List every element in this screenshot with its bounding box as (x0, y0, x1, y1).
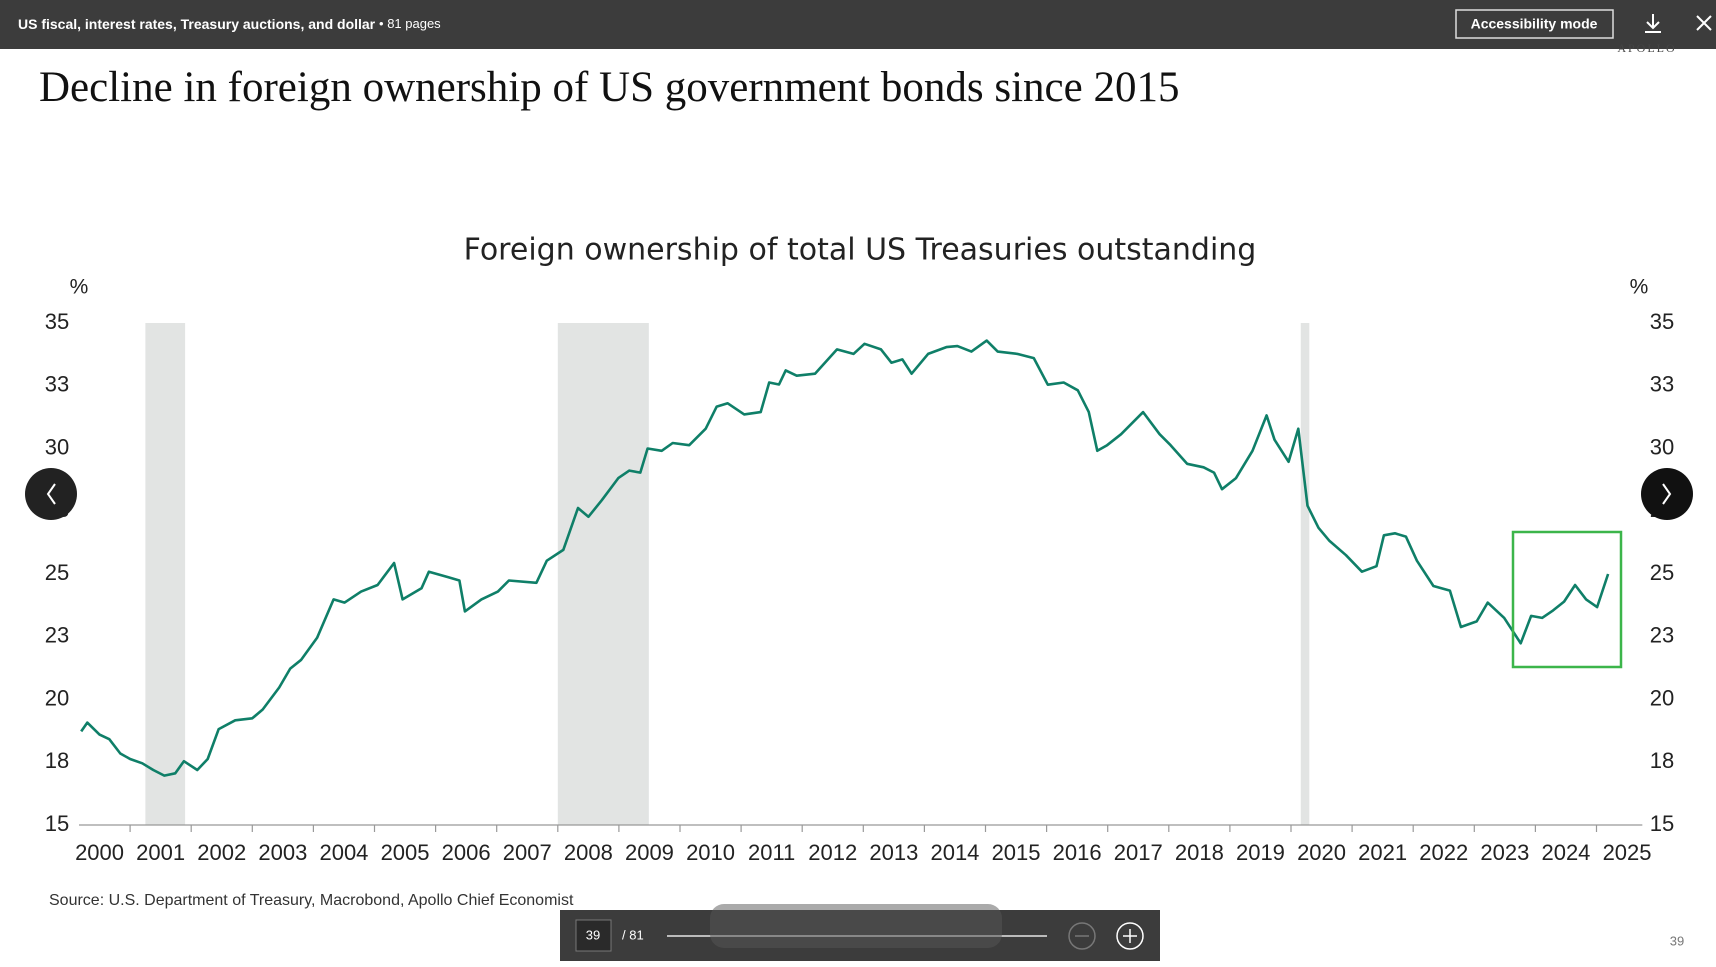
zoom-in-glyph[interactable] (1123, 929, 1137, 943)
x-tick-label: 2001 (136, 840, 185, 865)
slide-number: 39 (1670, 933, 1684, 948)
source: Source: U.S. Department of Treasury, Mac… (49, 892, 574, 909)
recession-band (145, 323, 186, 825)
x-tick-label: 2025 (1603, 840, 1652, 865)
y-tick-label-right: 33 (1650, 372, 1674, 397)
y-unit-right: % (1630, 276, 1649, 299)
pages-label: • 81 pages (379, 16, 441, 31)
x-tick-label: 2017 (1114, 840, 1163, 865)
data-line (80, 339, 1610, 777)
x-tick-label: 2000 (75, 840, 124, 865)
recession-band (557, 323, 649, 825)
y-tick-label-left: 35 (45, 309, 69, 334)
x-tick-label: 2016 (1053, 840, 1102, 865)
y-tick-label-left: 15 (45, 811, 69, 836)
y-tick-label-right: 25 (1650, 560, 1674, 585)
slide-title: Decline in foreign ownership of US gover… (39, 64, 1179, 111)
x-tick-label: 2011 (748, 840, 795, 865)
x-tick-label: 2014 (930, 840, 979, 865)
y-tick-label-left: 33 (45, 372, 69, 397)
x-tick-label: 2021 (1358, 840, 1407, 865)
x-tick-label: 2009 (625, 840, 674, 865)
blurred-overlay (710, 904, 1002, 948)
x-tick-label: 2002 (197, 840, 246, 865)
x-tick-label: 2006 (442, 840, 491, 865)
top-bar (0, 0, 1716, 49)
x-tick-label: 2015 (992, 840, 1041, 865)
prev-arrow[interactable] (46, 483, 56, 505)
y-tick-label-right: 30 (1650, 434, 1674, 459)
y-tick-label-right: 18 (1650, 748, 1674, 773)
x-tick-label: 2004 (319, 840, 368, 865)
y-tick-label-right: 35 (1650, 309, 1674, 334)
y-unit-left: % (70, 276, 89, 299)
prev-button[interactable] (25, 468, 77, 520)
logo: APOLLO (1617, 41, 1676, 55)
chart-title: Foreign ownership of total US Treasuries… (464, 233, 1257, 268)
page-total: / 81 (622, 927, 644, 942)
x-tick-label: 2005 (381, 840, 430, 865)
x-tick-label: 2010 (686, 840, 735, 865)
x-tick-label: 2022 (1419, 840, 1468, 865)
x-tick-label: 2007 (503, 840, 552, 865)
x-tick-label: 2020 (1297, 840, 1346, 865)
x-tick-label: 2018 (1175, 840, 1224, 865)
x-tick-label: 2023 (1480, 840, 1529, 865)
accessibility-label[interactable]: Accessibility mode (1471, 16, 1598, 32)
y-tick-label-right: 15 (1650, 811, 1674, 836)
y-tick-label-left: 18 (45, 748, 69, 773)
download-glyph[interactable] (1645, 14, 1661, 33)
x-tick-label: 2024 (1541, 840, 1590, 865)
next-arrow[interactable] (1662, 483, 1672, 505)
download-icon[interactable] (1645, 14, 1661, 33)
y-tick-label-left: 23 (45, 623, 69, 648)
y-tick-label-right: 20 (1650, 685, 1674, 710)
close-icon[interactable] (1696, 15, 1712, 31)
recession-band (1300, 323, 1310, 825)
accessibility-button[interactable] (1455, 9, 1614, 39)
next-button[interactable] (1641, 468, 1693, 520)
page-input[interactable]: 39 (586, 927, 600, 942)
zoom-out[interactable] (1068, 922, 1096, 950)
x-tick-label: 2019 (1236, 840, 1285, 865)
x-tick-label: 2008 (564, 840, 613, 865)
y-tick-label-left: 20 (45, 685, 69, 710)
zoom-in[interactable] (1116, 922, 1144, 950)
x-tick-label: 2003 (258, 840, 307, 865)
x-tick-label: 2013 (869, 840, 918, 865)
y-tick-label-left: 30 (45, 434, 69, 459)
x-tick-label: 2012 (808, 840, 857, 865)
highlight-box (1511, 530, 1623, 669)
doc-title: US fiscal, interest rates, Treasury auct… (18, 16, 441, 32)
y-tick-label-right: 23 (1650, 623, 1674, 648)
plot: 1515181820202323252528283030333335352000… (45, 309, 1674, 865)
page-input-box[interactable] (575, 919, 612, 952)
doc-title-text: US fiscal, interest rates, Treasury auct… (18, 16, 376, 32)
y-tick-label-left: 25 (45, 560, 69, 585)
